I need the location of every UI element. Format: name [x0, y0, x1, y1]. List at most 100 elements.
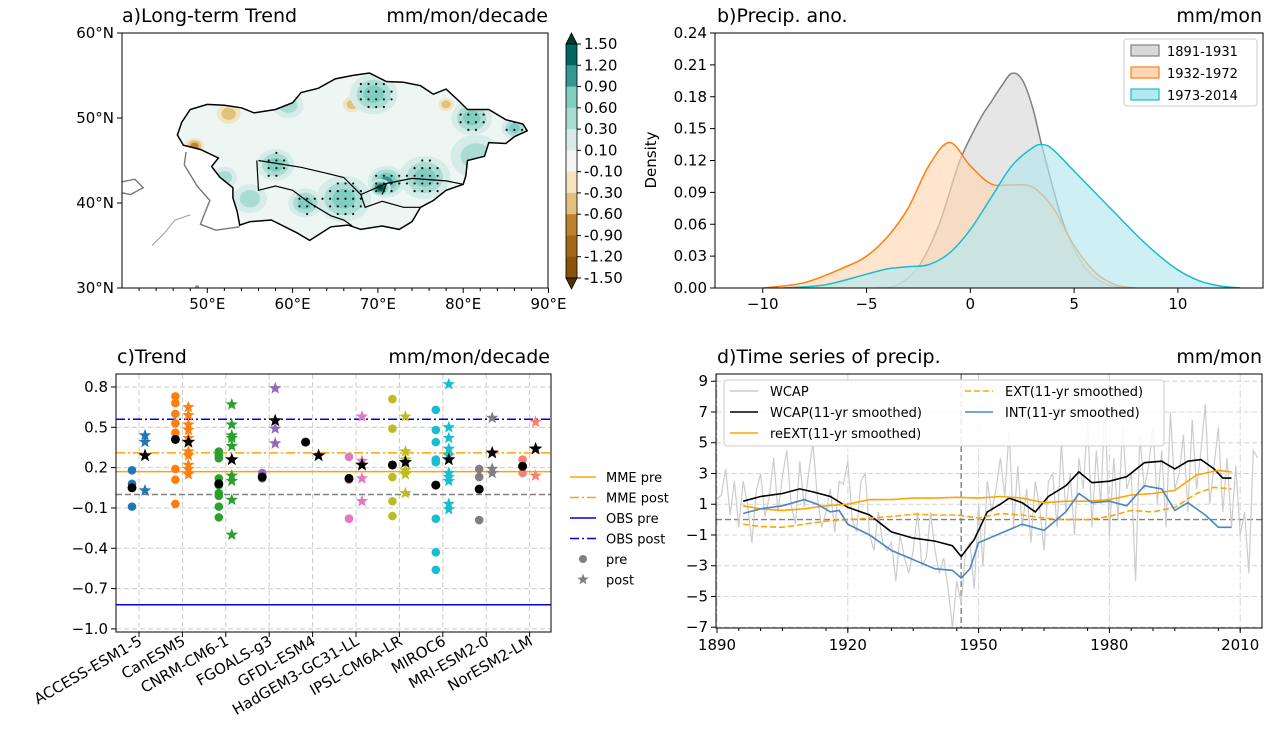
panel-a-xtick-label: 50°E — [189, 295, 225, 313]
panel-b-ytick-label: 0.24 — [674, 24, 707, 42]
pre-point-IPSL-CM6A-LR — [388, 472, 397, 482]
pre-point-MRI-ESM2-0 — [474, 464, 484, 474]
post-star — [225, 439, 238, 452]
legend-label: INT(11-yr smoothed) — [1005, 406, 1140, 421]
significance-dot — [428, 190, 432, 193]
significance-dot — [382, 174, 385, 177]
pre-mean-point-HadGEM3-GC31-LL — [344, 473, 354, 483]
pre-point-MIROC6 — [431, 437, 441, 447]
post-star — [442, 442, 455, 455]
legend-label: post — [606, 574, 634, 589]
panel-b-xtick-label: 5 — [1069, 295, 1079, 313]
panel-b-ytick-label: 0.03 — [674, 247, 707, 265]
post-star — [181, 435, 196, 448]
pre-mean-point-CNRM-CM6-1 — [214, 479, 224, 489]
legend-swatch — [1130, 88, 1160, 101]
legend-frame — [723, 379, 1165, 447]
colorbar-extend-max — [565, 32, 578, 45]
significance-dot — [367, 82, 370, 86]
panel-c-legend: MME pre MME post OBS pre OBS post pre post — [570, 471, 669, 589]
pre-point-MIROC6 — [431, 548, 441, 557]
significance-dot — [375, 98, 378, 101]
significance-dot — [367, 98, 370, 101]
panel-a-xtick-label: 60°E — [275, 295, 311, 313]
significance-dot — [367, 90, 370, 93]
panel-a-ytick-label: 50°N — [76, 109, 114, 127]
significance-dot — [405, 174, 409, 177]
post-star — [138, 484, 152, 496]
pre-point-IPSL-CM6A-LR — [388, 511, 397, 521]
pre-point-CanESM5 — [171, 409, 180, 419]
significance-dot — [352, 197, 355, 200]
significance-dot — [482, 113, 485, 116]
trend-contour — [267, 157, 284, 172]
trend-contour — [413, 168, 436, 187]
colorbar-label: -0.30 — [584, 184, 623, 202]
panel-b-xtick-label: 0 — [966, 295, 976, 313]
post-star — [399, 410, 412, 422]
trend-contour — [332, 188, 356, 209]
panel-d-ytick-label: 1 — [698, 495, 708, 513]
legend-label: pre — [606, 553, 627, 568]
pre-point-MIROC6 — [431, 405, 441, 415]
significance-dot — [336, 205, 339, 208]
significance-dot — [313, 197, 316, 200]
pre-point-ACCESS-ESM1-5 — [127, 502, 137, 511]
coastline-black-sea — [122, 178, 145, 196]
post-star — [225, 474, 238, 487]
pre-point-NorESM2-LM — [518, 455, 527, 464]
panel-b-unit: mm/mon — [1176, 5, 1262, 27]
post-star — [225, 398, 238, 410]
pre-point-HadGEM3-GC31-LL — [344, 452, 354, 462]
significance-dot — [267, 167, 270, 170]
legend-label: EXT(11-yr smoothed) — [1005, 385, 1143, 400]
panel-d-ytick-label: 9 — [698, 372, 708, 390]
panel-c-ytick-label: −0.4 — [72, 539, 108, 557]
significance-dot — [352, 182, 355, 185]
panel-d-xtick-label: 1890 — [698, 636, 736, 654]
panel-b-ytick-label: 0.09 — [674, 183, 707, 201]
significance-dot — [413, 182, 416, 185]
trend-contour — [508, 123, 520, 133]
colorbar-swatch — [566, 129, 577, 151]
significance-dot — [329, 205, 332, 208]
significance-dot — [421, 167, 424, 170]
significance-dot — [505, 128, 508, 131]
significance-dot — [359, 205, 362, 208]
significance-dot — [344, 212, 347, 216]
significance-dot — [474, 113, 478, 116]
colorbar-swatch — [566, 171, 577, 194]
coast-fragment — [195, 285, 200, 288]
series-line-WCAP — [716, 404, 1259, 628]
significance-dot — [344, 190, 347, 193]
legend-swatch — [1130, 44, 1160, 57]
significance-dot — [474, 105, 478, 109]
post-star — [225, 493, 238, 506]
pre-point-CanESM5 — [171, 499, 180, 509]
pre-point-CanESM5 — [171, 418, 180, 428]
panel-d-xtick-label: 1980 — [1090, 636, 1128, 654]
post-star — [442, 420, 455, 433]
pre-mean-point-FGOALS-g3 — [257, 472, 267, 482]
pre-mean-point-GFDL-ESM4 — [301, 437, 311, 447]
significance-dot — [436, 190, 439, 193]
significance-dot — [267, 174, 270, 177]
significance-dot — [398, 182, 401, 185]
panel-b-ylabel: Density — [642, 131, 660, 188]
colorbar-swatch — [566, 256, 577, 279]
panel-a-frame — [121, 32, 549, 289]
legend-label: 1973-2014 — [1167, 89, 1238, 104]
panel-d-ytick-label: −7 — [686, 618, 708, 636]
post-star — [355, 494, 369, 507]
significance-dot — [344, 197, 347, 200]
significance-dot — [428, 159, 432, 162]
panel-b-ytick-label: 0.06 — [674, 215, 707, 233]
coastline-grey — [151, 214, 191, 246]
panel-c-ytick-label: 0.5 — [84, 418, 108, 436]
significance-dot — [344, 182, 347, 185]
pre-point-MIROC6 — [431, 457, 441, 467]
land-field — [177, 73, 528, 241]
panel-d-xtick-label: 1950 — [960, 636, 998, 654]
colorbar-label: 0.90 — [584, 78, 617, 96]
